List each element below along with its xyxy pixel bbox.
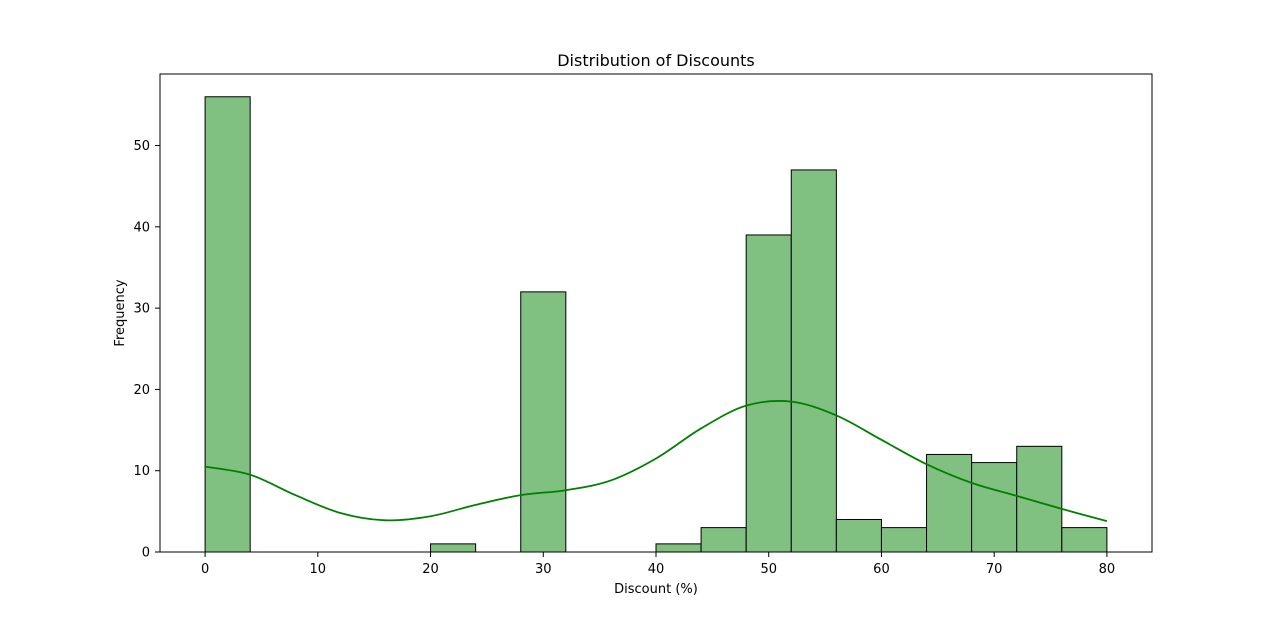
- y-tick-label: 50: [133, 139, 150, 154]
- x-axis: 0 10 20 30 40 50 60 70 80: [201, 552, 1115, 577]
- histogram-bar: [1016, 445, 1063, 553]
- histogram-bar: [204, 96, 251, 553]
- bars-layer: [204, 96, 1108, 553]
- x-tick-label: 30: [535, 562, 552, 577]
- x-tick-label: 40: [648, 562, 665, 577]
- x-tick-label: 50: [760, 562, 777, 577]
- x-tick-label: 80: [1099, 562, 1116, 577]
- kde-layer: [204, 400, 1108, 522]
- x-tick-label: 0: [201, 562, 209, 577]
- histogram-bar: [430, 543, 477, 553]
- x-tick-label: 10: [310, 562, 327, 577]
- y-tick-label: 10: [133, 464, 150, 479]
- histogram-bar: [700, 527, 747, 553]
- y-tick-label: 0: [142, 546, 150, 561]
- histogram-bar: [880, 527, 928, 553]
- histogram-bar: [971, 462, 1018, 553]
- x-tick-label: 20: [422, 562, 439, 577]
- y-axis-label: Frequency: [113, 279, 128, 346]
- x-tick-label: 60: [873, 562, 890, 577]
- histogram-bar: [520, 291, 567, 553]
- histogram-bar: [745, 234, 792, 553]
- y-axis: 0 10 20 30 40 50: [133, 139, 160, 561]
- chart-title: Distribution of Discounts: [557, 51, 755, 70]
- histogram-bar: [835, 518, 882, 553]
- x-axis-label: Discount (%): [614, 582, 698, 597]
- histogram-bar: [790, 169, 837, 553]
- y-tick-label: 40: [133, 220, 150, 235]
- y-tick-label: 20: [133, 383, 150, 398]
- histogram-bar: [1061, 527, 1108, 553]
- histogram-bar: [655, 543, 702, 553]
- kde-line: [204, 400, 1108, 522]
- x-tick-label: 70: [986, 562, 1003, 577]
- y-tick-label: 30: [133, 302, 150, 317]
- histogram-bar: [926, 453, 973, 553]
